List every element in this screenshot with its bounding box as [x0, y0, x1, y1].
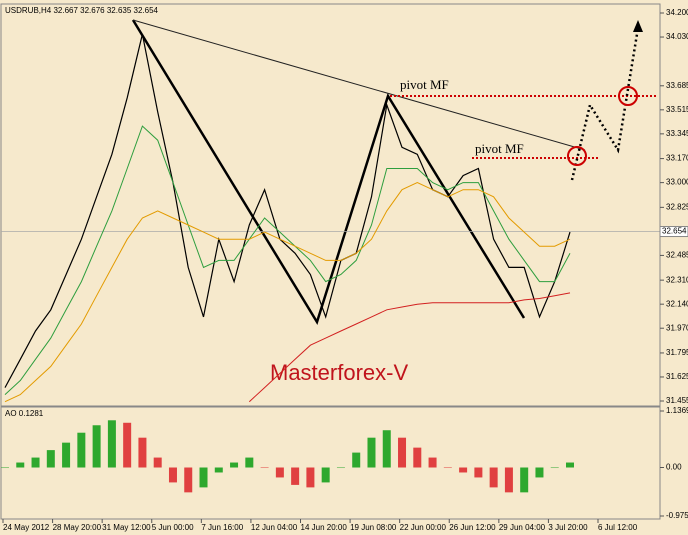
ao-bar — [428, 457, 437, 468]
ao-bar — [520, 467, 529, 493]
ao-bar — [291, 467, 300, 485]
x-tick-label: 22 Jun 00:00 — [400, 523, 447, 532]
y-tick-label: 32.485 — [666, 251, 688, 260]
series-line — [4, 34, 571, 388]
y-tick-label: -0.9757 — [666, 511, 688, 520]
y-tick-label: 31.970 — [666, 323, 688, 332]
zigzag — [131, 19, 526, 326]
x-tick-label: 19 Jun 08:00 — [350, 523, 397, 532]
x-tick-label: 24 May 2012 — [3, 523, 50, 532]
ao-bar — [62, 442, 71, 468]
y-tick-label: 31.625 — [666, 372, 688, 381]
price-tag — [659, 226, 688, 238]
annotation: pivot MF — [400, 77, 449, 92]
price-tag-label: 32.654 — [662, 227, 687, 236]
x-tick-label: 5 Jun 00:00 — [152, 523, 194, 532]
y-tick-label: 32.825 — [666, 202, 688, 211]
ao-bar — [46, 450, 55, 468]
ao-bar — [275, 467, 284, 478]
ao-bar — [489, 467, 498, 488]
arrow-head — [633, 20, 643, 32]
ao-bar — [245, 457, 254, 468]
ao-bar — [336, 467, 345, 469]
ao-bar — [443, 467, 452, 469]
x-tick-label: 3 Jul 20:00 — [548, 523, 588, 532]
annotation: pivot MF — [475, 141, 524, 156]
ao-bar — [77, 432, 86, 468]
ao-bar — [31, 457, 40, 468]
ao-bar — [382, 430, 391, 468]
y-tick-label: 32.140 — [666, 299, 688, 308]
trend-line — [132, 19, 586, 151]
y-tick-label: 0.00 — [666, 463, 682, 472]
ao-bar — [184, 467, 193, 493]
x-tick-label: 31 May 12:00 — [102, 523, 151, 532]
ao-bar — [92, 425, 101, 468]
y-tick-label: 31.455 — [666, 396, 688, 405]
watermark: Masterforex-V — [270, 360, 408, 385]
y-tick-label: 33.170 — [666, 154, 688, 163]
series-line — [4, 182, 571, 403]
pivot-circle — [567, 146, 587, 166]
y-tick-label: 33.515 — [666, 105, 688, 114]
ao-bar — [352, 452, 361, 468]
y-tick-label: 34.030 — [666, 32, 688, 41]
ao-bar — [214, 467, 223, 473]
ao-title: AO 0.1281 — [5, 409, 44, 418]
series-line — [4, 125, 571, 395]
ao-bar — [230, 462, 239, 468]
x-tick-label: 26 Jun 12:00 — [449, 523, 496, 532]
y-tick-label: 33.000 — [666, 178, 688, 187]
ao-bar — [566, 462, 574, 468]
ao-bar — [260, 467, 269, 469]
series-line — [248, 292, 571, 403]
ao-bar — [550, 467, 559, 469]
ao-bar — [123, 422, 132, 468]
ao-bar — [535, 467, 544, 478]
ao-bar — [107, 420, 116, 468]
ao-bar — [199, 467, 208, 488]
x-tick-label: 29 Jun 04:00 — [499, 523, 546, 532]
ao-bar — [504, 467, 513, 493]
ao-bar — [168, 467, 177, 483]
x-tick-label: 7 Jun 16:00 — [201, 523, 243, 532]
ao-bar — [398, 437, 407, 468]
y-tick-label: 33.345 — [666, 129, 688, 138]
y-tick-label: 32.310 — [666, 275, 688, 284]
ao-bar — [153, 457, 162, 468]
ao-bar — [138, 437, 147, 468]
ao-bar — [1, 467, 9, 469]
y-tick-label: 33.685 — [666, 81, 688, 90]
x-tick-label: 14 Jun 20:00 — [301, 523, 348, 532]
ao-bar — [321, 467, 330, 483]
ao-pane — [0, 406, 661, 520]
ao-bar — [413, 447, 422, 468]
ao-bar — [16, 462, 25, 468]
ao-bar — [306, 467, 315, 488]
ao-bar — [474, 467, 483, 478]
main-pane — [0, 3, 661, 407]
chart-title: USDRUB,H4 32.667 32.676 32.635 32.654 — [5, 6, 159, 15]
ao-bar — [367, 437, 376, 468]
y-tick-label: 31.795 — [666, 348, 688, 357]
x-tick-label: 12 Jun 04:00 — [251, 523, 298, 532]
x-tick-label: 28 May 20:00 — [53, 523, 102, 532]
x-tick-label: 6 Jul 12:00 — [598, 523, 638, 532]
y-tick-label: 1.1369 — [666, 406, 688, 415]
ao-bar — [459, 467, 468, 473]
pivot-circle — [618, 86, 638, 106]
forecast-path — [570, 27, 640, 181]
y-tick-label: 34.200 — [666, 8, 688, 17]
